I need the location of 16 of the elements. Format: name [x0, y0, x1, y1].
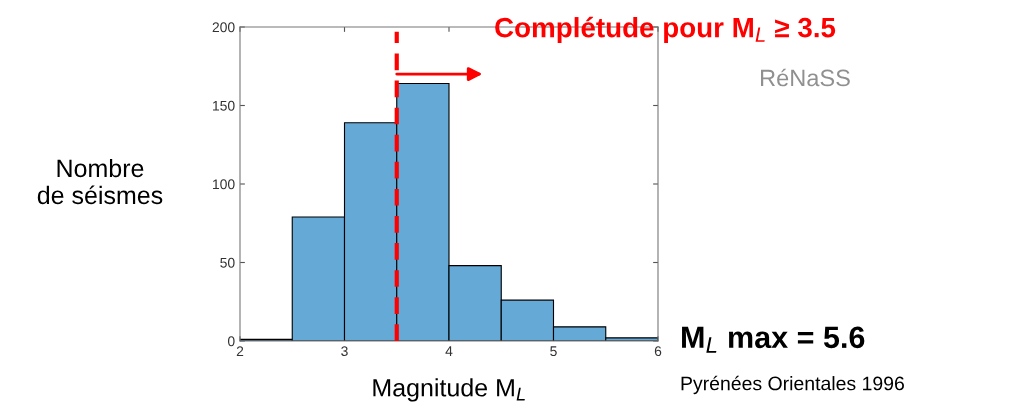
y-tick-label: 200 [212, 22, 235, 33]
y-tick-label: 150 [213, 100, 235, 111]
x-tick-label: 4 [445, 346, 453, 356]
x-tick-label: 6 [654, 346, 662, 357]
y-axis-title: Nombre de séismes [37, 158, 163, 205]
text: Pyrénées Orientales 1996 [681, 375, 904, 395]
text: RéNaSS [761, 68, 850, 87]
text: M$_{L}$ max = 5.6 [682, 326, 865, 353]
x-tick-label: 2 [236, 346, 244, 356]
ref-line-label: Complétude pour M$_{L}$ ≥ 3.5 [495, 16, 836, 43]
y-tick-label: 0 [227, 336, 235, 347]
x-tick-label: 3 [341, 346, 348, 357]
x-tick-label: 5 [550, 346, 557, 357]
y-tick-label: 50 [220, 257, 235, 268]
x-axis-title: Magnitude M$_{L}$ [373, 378, 525, 402]
y-tick-label: 100 [213, 179, 235, 190]
